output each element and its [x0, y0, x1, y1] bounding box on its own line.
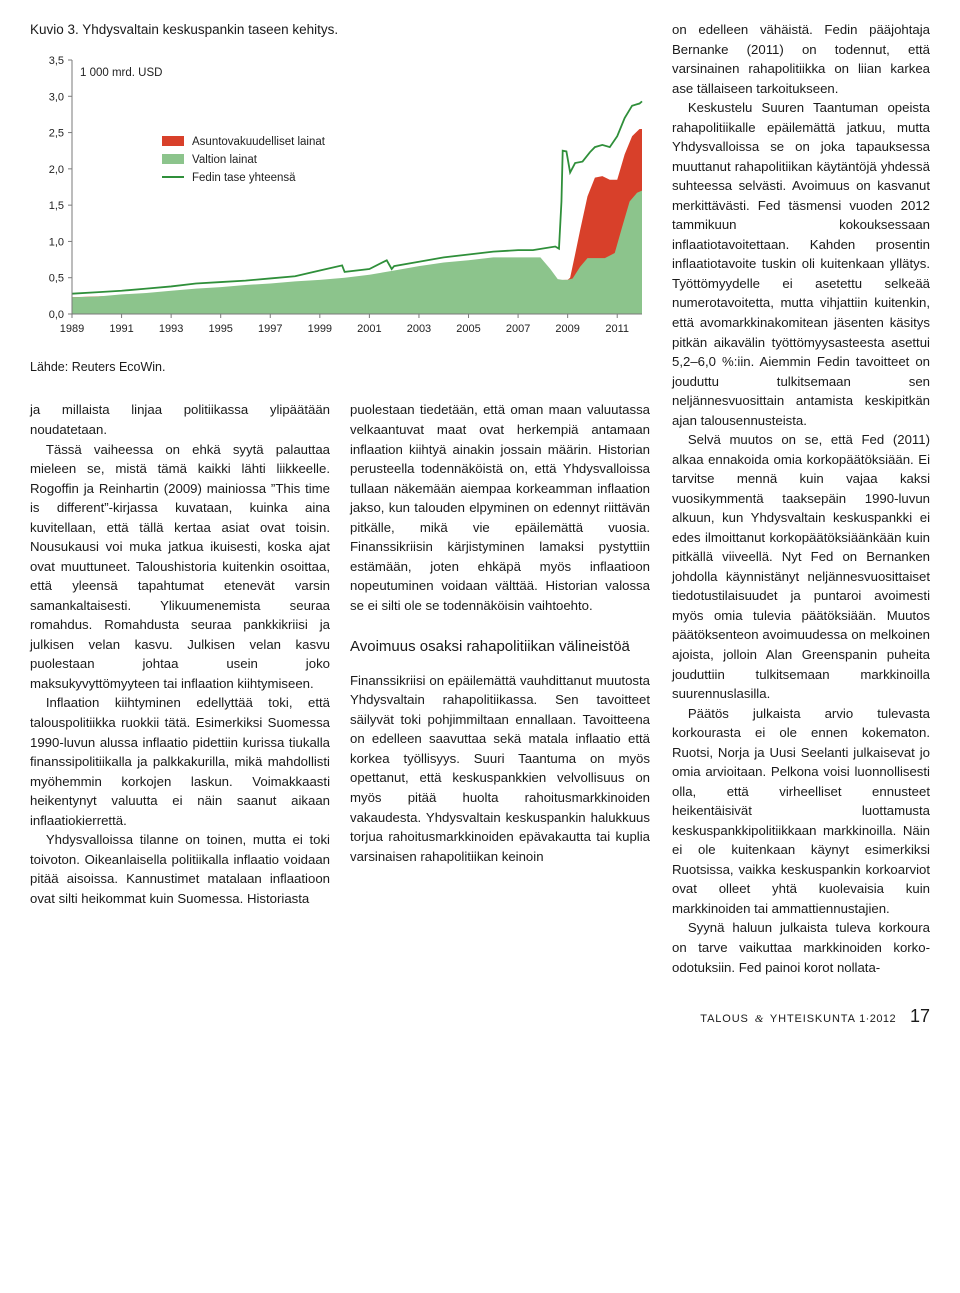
- svg-text:Fedin tase yhteensä: Fedin tase yhteensä: [192, 172, 296, 184]
- section-heading: Avoimuus osaksi rahapolitiikan välineist…: [350, 637, 650, 657]
- svg-text:0,5: 0,5: [49, 273, 64, 285]
- magazine-name-a: TALOUS: [700, 1013, 748, 1025]
- para: Yhdysvalloissa tilanne on toinen, mutta …: [30, 830, 330, 908]
- svg-text:3,5: 3,5: [49, 55, 64, 67]
- page-columns: Kuvio 3. Yhdysvaltain keskuspankin tasee…: [30, 20, 930, 977]
- svg-text:1 000 mrd. USD: 1 000 mrd. USD: [80, 67, 162, 79]
- ampersand: &: [753, 1013, 766, 1025]
- left-column: Kuvio 3. Yhdysvaltain keskuspankin tasee…: [30, 20, 650, 977]
- svg-text:2007: 2007: [506, 323, 530, 335]
- svg-text:2,5: 2,5: [49, 128, 64, 140]
- balance-chart: 0,0 0,5 1,0 1,5 2,0 2,5 3,0 3,5 1989 1991 1993 1995…: [30, 50, 650, 340]
- para: Selvä muutos on se, että Fed (2011) alka…: [672, 430, 930, 703]
- para: ja millaista linjaa politiikassa ylipäät…: [30, 400, 330, 439]
- para: Päätös julkaista arvio tulevasta korkour…: [672, 704, 930, 919]
- para: on edelleen vähäistä. Fedin pääjohtaja B…: [672, 20, 930, 98]
- para: puolestaan tiedetään, että oman maan val…: [350, 400, 650, 615]
- para: Finanssikriisi on epäilemättä vauhdittan…: [350, 671, 650, 866]
- subcol-b: puolestaan tiedetään, että oman maan val…: [350, 400, 650, 908]
- page-footer: TALOUS & YHTEISKUNTA 1·2012 17: [30, 1003, 930, 1030]
- chart-title: Kuvio 3. Yhdysvaltain keskuspankin tasee…: [30, 20, 650, 40]
- page-number: 17: [910, 1006, 930, 1026]
- svg-text:2009: 2009: [555, 323, 579, 335]
- svg-text:1997: 1997: [258, 323, 282, 335]
- para: Syynä haluun julkaista tuleva korkoura o…: [672, 918, 930, 977]
- chart-source: Lähde: Reuters EcoWin.: [30, 358, 650, 377]
- svg-text:Valtion lainat: Valtion lainat: [192, 154, 258, 166]
- svg-text:1,0: 1,0: [49, 236, 64, 248]
- svg-text:2005: 2005: [456, 323, 480, 335]
- svg-text:1,5: 1,5: [49, 200, 64, 212]
- body-subcolumns: ja millaista linjaa politiikassa ylipäät…: [30, 400, 650, 908]
- para: Keskustelu Suuren Taantuman opeista raha…: [672, 98, 930, 430]
- svg-text:2011: 2011: [605, 323, 629, 335]
- subcol-a: ja millaista linjaa politiikassa ylipäät…: [30, 400, 330, 908]
- issue-number: 1·2012: [859, 1013, 896, 1025]
- svg-text:2,0: 2,0: [49, 164, 64, 176]
- svg-text:3,0: 3,0: [49, 91, 64, 103]
- chart-holder: 0,0 0,5 1,0 1,5 2,0 2,5 3,0 3,5 1989 1991 1993 1995…: [30, 50, 650, 340]
- svg-text:1989: 1989: [60, 323, 84, 335]
- para: Tässä vaiheessa on ehkä syytä palauttaa …: [30, 440, 330, 694]
- right-column: on edelleen vähäistä. Fedin pääjohtaja B…: [672, 20, 930, 977]
- svg-text:0,0: 0,0: [49, 309, 64, 321]
- svg-text:2003: 2003: [407, 323, 431, 335]
- svg-text:1991: 1991: [109, 323, 133, 335]
- svg-text:Asuntovakuudelliset lainat: Asuntovakuudelliset lainat: [192, 136, 326, 148]
- svg-text:1993: 1993: [159, 323, 183, 335]
- magazine-name-b: YHTEISKUNTA: [770, 1013, 855, 1025]
- svg-text:2001: 2001: [357, 323, 381, 335]
- svg-text:1999: 1999: [308, 323, 332, 335]
- para: Inflaation kiihtyminen edellyttää toki, …: [30, 693, 330, 830]
- svg-text:1995: 1995: [208, 323, 232, 335]
